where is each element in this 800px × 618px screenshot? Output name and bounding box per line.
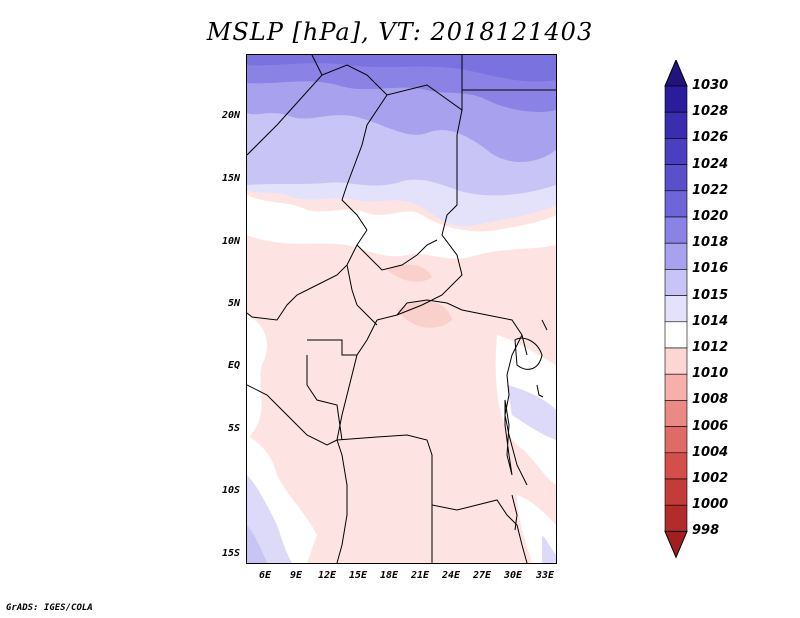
lat-tick-label: 10S bbox=[221, 485, 240, 496]
colorbar-top-arrow bbox=[664, 60, 688, 87]
colorbar-level-label: 1006 bbox=[692, 418, 729, 434]
colorbar-level-label: 1004 bbox=[692, 444, 729, 460]
colorbar-swatch bbox=[664, 321, 688, 349]
colorbar-level-label: 998 bbox=[692, 523, 720, 539]
lon-tick-label: 18E bbox=[379, 570, 399, 581]
colorbar-swatch bbox=[664, 295, 688, 323]
lat-tick-label: 10N bbox=[221, 236, 240, 247]
borders bbox=[247, 55, 556, 563]
map-panel bbox=[246, 54, 557, 564]
colorbar-level-label: 1015 bbox=[692, 287, 729, 303]
colorbar-level-label: 1018 bbox=[692, 235, 729, 251]
lon-tick-label: 27E bbox=[472, 570, 492, 581]
lat-tick-label: 15N bbox=[221, 173, 240, 184]
lat-tick-label: 20N bbox=[221, 110, 240, 121]
colorbar-swatch bbox=[664, 504, 688, 532]
colorbar-level-label: 1010 bbox=[692, 366, 729, 382]
lon-tick-label: 30E bbox=[503, 570, 523, 581]
colorbar-swatch bbox=[664, 216, 688, 244]
colorbar-swatch bbox=[664, 111, 688, 139]
colorbar-swatch bbox=[664, 242, 688, 270]
colorbar-swatch bbox=[664, 478, 688, 506]
colorbar-swatch bbox=[664, 452, 688, 480]
colorbar-level-label: 1020 bbox=[692, 209, 729, 224]
colorbar-bottom-arrow bbox=[664, 530, 688, 559]
lon-tick-label: 33E bbox=[535, 570, 555, 581]
lat-tick-label: EQ bbox=[227, 360, 240, 371]
lon-tick-label: 9E bbox=[289, 570, 303, 581]
colorbar-level-label: 1008 bbox=[692, 392, 729, 408]
colorbar-level-label: 1030 bbox=[692, 78, 729, 93]
field-sw-mid bbox=[247, 525, 267, 563]
colorbar-level-label: 1016 bbox=[692, 261, 729, 277]
lon-tick-label: 24E bbox=[441, 570, 461, 581]
colorbar-level-label: 1002 bbox=[692, 471, 729, 486]
warm-spot-2 bbox=[397, 301, 452, 328]
colorbar bbox=[664, 60, 688, 559]
lat-tick-label: 15S bbox=[221, 548, 240, 559]
footer-credit: GrADS: IGES/COLA bbox=[6, 603, 93, 613]
colorbar-swatch bbox=[664, 138, 688, 165]
lat-tick-label: 5S bbox=[227, 423, 240, 434]
colorbar-level-label: 1022 bbox=[692, 182, 729, 198]
colorbar-level-label: 1014 bbox=[692, 313, 729, 329]
colorbar-swatch bbox=[664, 190, 688, 218]
warm-spot-1 bbox=[387, 264, 432, 282]
lat-tick-label: 5N bbox=[227, 298, 240, 309]
colorbar-level-label: 1024 bbox=[692, 156, 729, 172]
lon-tick-label: 15E bbox=[348, 570, 368, 581]
pressure-field bbox=[247, 55, 556, 563]
colorbar-swatch bbox=[664, 426, 688, 454]
colorbar-level-label: 1000 bbox=[692, 497, 729, 513]
lon-tick-label: 21E bbox=[410, 570, 430, 581]
colorbar-swatch bbox=[664, 347, 688, 375]
field-west-white bbox=[247, 315, 267, 440]
colorbar-level-label: 1012 bbox=[692, 340, 729, 355]
lon-tick-label: 6E bbox=[258, 570, 272, 581]
colorbar-swatch bbox=[664, 269, 688, 296]
field-white-band bbox=[247, 195, 556, 259]
colorbar-swatch bbox=[664, 85, 688, 113]
field-se-light bbox=[542, 535, 556, 563]
plot-title: MSLP [hPa], VT: 2018121403 bbox=[206, 18, 594, 46]
field-1022 bbox=[247, 55, 556, 82]
field-east-light bbox=[507, 385, 556, 440]
field-sw-light bbox=[247, 475, 292, 563]
colorbar-swatch bbox=[664, 400, 688, 427]
lon-tick-label: 12E bbox=[317, 570, 337, 581]
colorbar-swatch bbox=[664, 164, 688, 192]
colorbar-level-label: 1028 bbox=[692, 104, 729, 120]
colorbar-level-label: 1026 bbox=[692, 130, 729, 146]
colorbar-swatch bbox=[664, 373, 688, 401]
lakes bbox=[504, 319, 548, 531]
